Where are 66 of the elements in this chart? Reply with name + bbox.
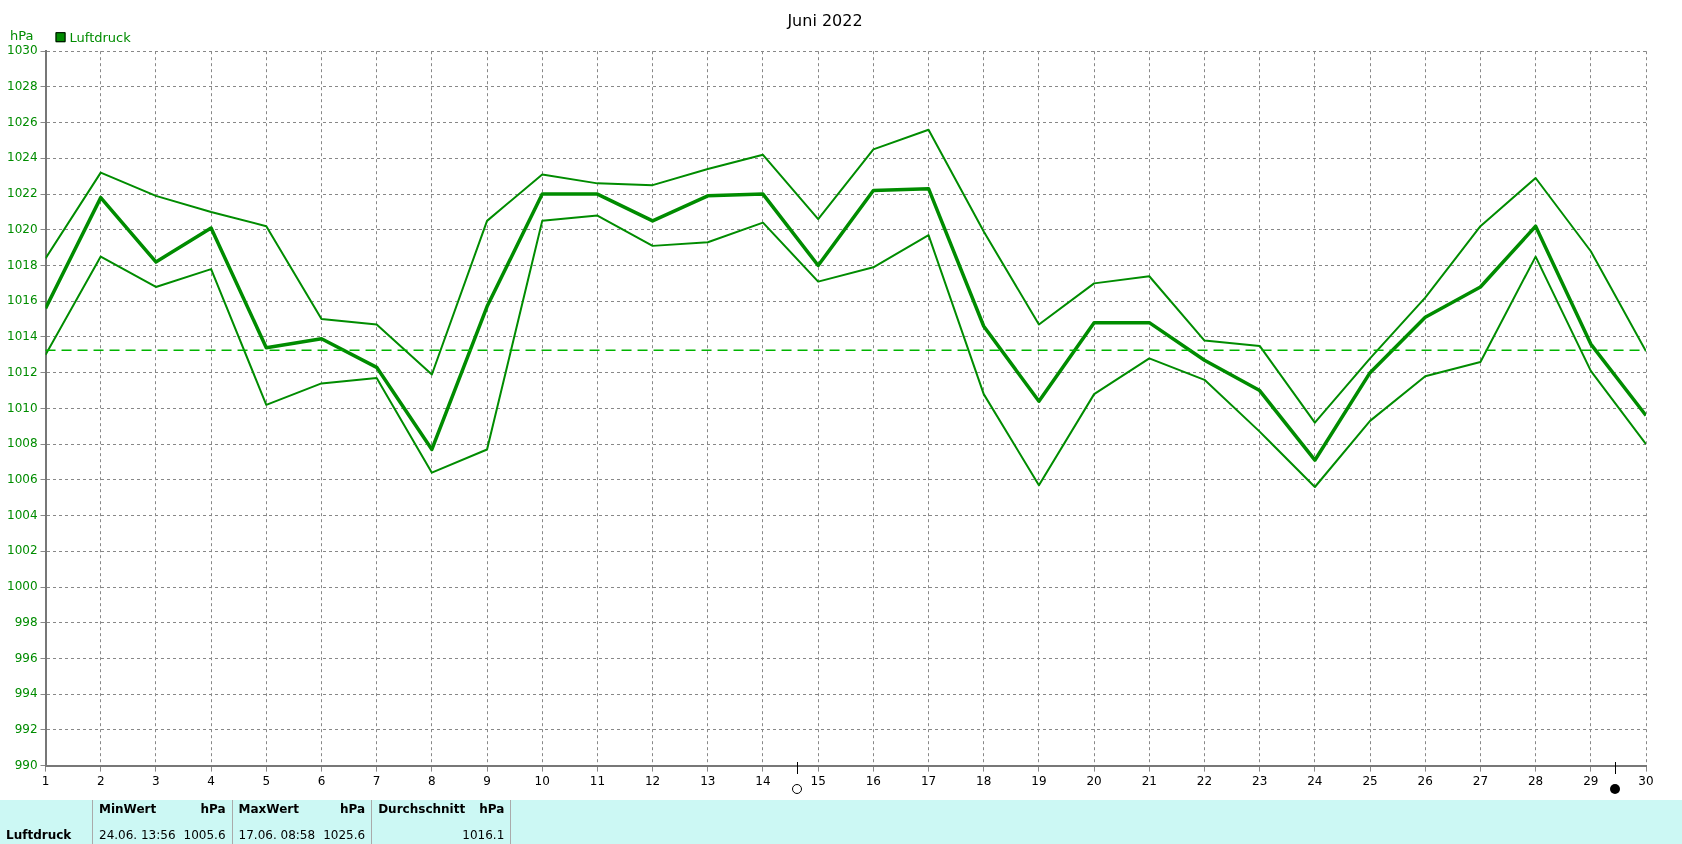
text: 1016.1: [462, 828, 505, 842]
x-tick-label: 11: [589, 773, 606, 788]
x-tick-label: 13: [700, 773, 716, 788]
y-tick-label: 1020: [6, 221, 38, 236]
x-tick-label: 27: [1472, 773, 1489, 788]
y-tick-label: 1004: [6, 507, 38, 522]
x-tick-label: 28: [1527, 773, 1544, 788]
y-axis-title: hPa: [10, 28, 34, 44]
x-tick-label: 24: [1307, 773, 1323, 788]
text: hPa: [340, 802, 366, 816]
x-tick-label: 15: [810, 773, 826, 788]
text: Luftdruck: [6, 828, 72, 842]
y-tick-label: 1030: [6, 43, 38, 58]
y-tick-label: 1024: [6, 150, 38, 165]
x-tick-label: 26: [1417, 773, 1433, 788]
x-tick-label: 7: [372, 773, 381, 788]
text: 1005.6: [183, 828, 226, 842]
y-tick-label: 1012: [6, 364, 38, 379]
text: MaxWert: [238, 802, 299, 816]
x-tick-label: 21: [1141, 773, 1157, 788]
y-tick-label: 1016: [6, 293, 38, 308]
y-tick-label: 1022: [6, 186, 38, 201]
x-tick-label: 8: [428, 773, 436, 788]
legend-label: Luftdruck: [69, 30, 132, 46]
x-tick-label: 14: [755, 773, 771, 788]
text: 17.06. 08:58: [238, 828, 316, 842]
x-tick-label: 1: [41, 773, 50, 788]
y-tick-label: 992: [14, 722, 38, 737]
y-tick-label: 1010: [6, 400, 38, 415]
x-tick-label: 12: [644, 773, 661, 788]
x-tick-label: 2: [96, 773, 105, 788]
x-tick-label: 5: [262, 773, 271, 788]
text: Durchschnitt: [378, 802, 466, 816]
text: 1025.6: [323, 828, 366, 842]
text: hPa: [479, 802, 505, 816]
x-tick-label: 30: [1638, 773, 1654, 788]
x-tick-label: 23: [1252, 773, 1268, 788]
x-tick-label: 29: [1583, 773, 1599, 788]
text: 24.06. 13:56: [99, 828, 176, 842]
x-tick-label: 10: [534, 773, 550, 788]
y-tick-label: 1006: [6, 471, 38, 486]
y-tick-label: 1014: [6, 329, 38, 344]
x-tick-label: 19: [1031, 773, 1047, 788]
x-tick-label: 20: [1086, 773, 1102, 788]
x-tick-label: 6: [317, 773, 326, 788]
y-tick-label: 998: [14, 614, 38, 629]
y-tick-label: 1000: [6, 579, 38, 594]
x-tick-label: 16: [865, 773, 881, 788]
x-tick-label: 3: [152, 773, 160, 788]
y-tick-label: 1028: [6, 79, 38, 94]
y-tick-label: 1002: [6, 543, 38, 558]
x-tick-label: 4: [207, 773, 215, 788]
x-tick-label: 22: [1196, 773, 1213, 788]
x-tick-label: 9: [483, 773, 491, 788]
chart-title: Juni 2022: [786, 10, 863, 30]
text: hPa: [200, 802, 226, 816]
y-tick-label: 994: [14, 686, 38, 701]
x-tick-label: 25: [1362, 773, 1378, 788]
y-tick-label: 990: [14, 757, 38, 772]
y-tick-label: 1018: [6, 257, 38, 272]
x-tick-label: 17: [920, 773, 937, 788]
y-tick-label: 996: [14, 650, 38, 665]
y-tick-label: 1026: [6, 114, 38, 129]
x-tick-label: 18: [976, 773, 992, 788]
y-tick-label: 1008: [6, 436, 38, 451]
text: MinWert: [99, 802, 157, 816]
